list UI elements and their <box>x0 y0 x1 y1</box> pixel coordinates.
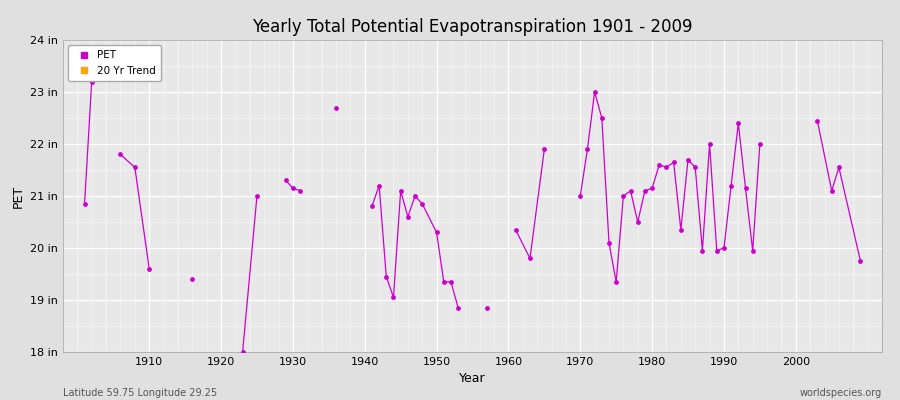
Point <box>508 226 523 233</box>
Point <box>415 200 429 207</box>
Point <box>616 193 631 199</box>
Point <box>393 188 408 194</box>
Point <box>85 78 99 85</box>
Point <box>624 188 638 194</box>
Point <box>824 188 839 194</box>
Point <box>810 118 824 124</box>
Point <box>853 258 868 264</box>
Point <box>480 304 494 311</box>
Text: Latitude 59.75 Longitude 29.25: Latitude 59.75 Longitude 29.25 <box>63 388 217 398</box>
Point <box>709 248 724 254</box>
Point <box>667 159 681 166</box>
Point <box>716 245 731 251</box>
Point <box>278 177 293 184</box>
Y-axis label: PET: PET <box>12 184 24 208</box>
Point <box>645 185 660 192</box>
Point <box>602 240 616 246</box>
Point <box>680 156 695 163</box>
Point <box>77 200 92 207</box>
Point <box>429 229 444 236</box>
Point <box>113 151 128 158</box>
Point <box>573 193 588 199</box>
Point <box>364 203 379 210</box>
Point <box>595 115 609 121</box>
Point <box>537 146 552 152</box>
Point <box>731 120 745 126</box>
Point <box>250 193 265 199</box>
Point <box>386 294 400 301</box>
Point <box>738 185 752 192</box>
Point <box>379 274 393 280</box>
Point <box>328 104 343 111</box>
Point <box>142 266 157 272</box>
Point <box>580 146 595 152</box>
Text: worldspecies.org: worldspecies.org <box>800 388 882 398</box>
Point <box>673 226 688 233</box>
Point <box>652 162 667 168</box>
Point <box>400 214 415 220</box>
Point <box>451 304 465 311</box>
Title: Yearly Total Potential Evapotranspiration 1901 - 2009: Yearly Total Potential Evapotranspiratio… <box>252 18 693 36</box>
Point <box>609 278 624 285</box>
Point <box>702 141 716 147</box>
Point <box>745 248 760 254</box>
Point <box>436 278 451 285</box>
Legend: PET, 20 Yr Trend: PET, 20 Yr Trend <box>68 45 161 81</box>
Point <box>523 255 537 262</box>
Point <box>631 219 645 225</box>
Point <box>638 188 652 194</box>
Point <box>660 164 674 170</box>
Point <box>832 164 846 170</box>
Point <box>588 89 602 95</box>
Point <box>695 248 709 254</box>
Point <box>185 276 200 282</box>
Point <box>408 193 422 199</box>
Point <box>688 164 702 170</box>
Point <box>128 164 142 170</box>
Point <box>285 185 300 192</box>
Point <box>292 188 307 194</box>
Point <box>236 349 250 355</box>
Point <box>372 182 386 189</box>
Point <box>444 278 458 285</box>
Point <box>724 182 738 189</box>
X-axis label: Year: Year <box>459 372 486 386</box>
Point <box>752 141 767 147</box>
